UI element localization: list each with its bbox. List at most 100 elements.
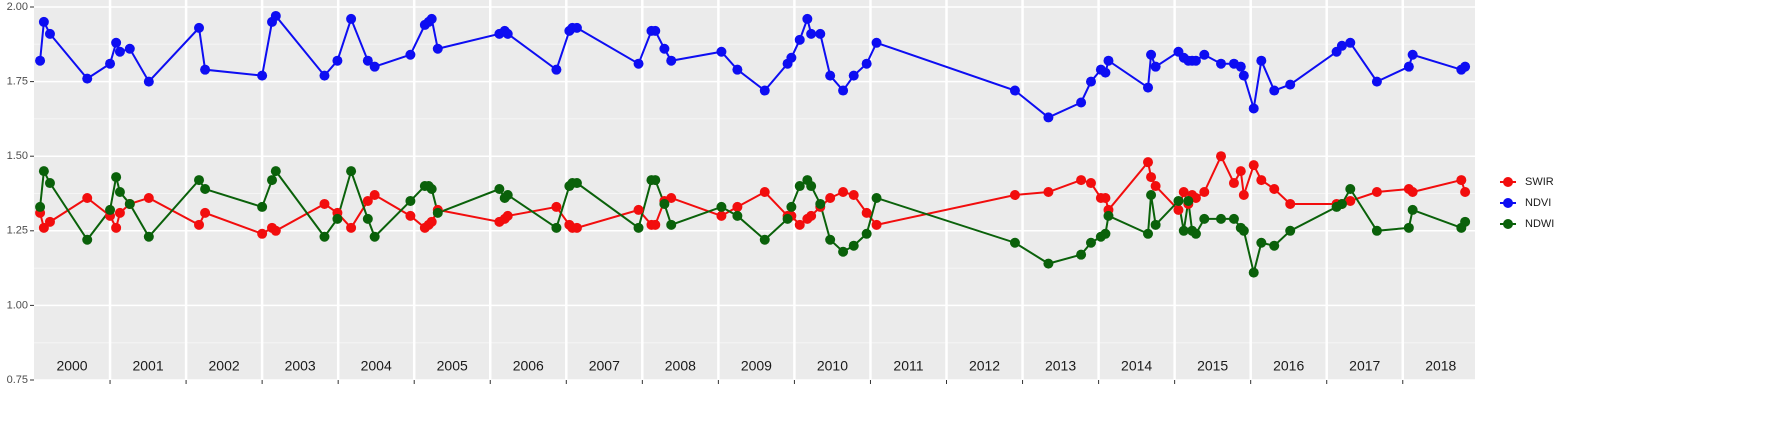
point (200, 64, 211, 75)
point (1407, 204, 1418, 215)
point (1103, 210, 1114, 221)
point (806, 28, 817, 39)
point (1143, 82, 1154, 93)
point (1336, 198, 1347, 209)
point (257, 201, 268, 212)
point (782, 213, 793, 224)
point (1248, 103, 1259, 114)
point (1371, 76, 1382, 87)
point (1216, 58, 1227, 69)
point (1150, 61, 1161, 72)
point (1143, 228, 1154, 239)
point (861, 58, 872, 69)
year-label: 2005 (437, 358, 468, 374)
year-label: 2013 (1045, 358, 1076, 374)
point (362, 55, 373, 66)
point (200, 184, 211, 195)
point (1238, 189, 1249, 200)
point (257, 70, 268, 81)
point (1216, 213, 1227, 224)
point (716, 201, 727, 212)
point (815, 28, 826, 39)
year-label: 2003 (285, 358, 316, 374)
point (633, 58, 644, 69)
year-label: 2010 (817, 358, 848, 374)
y-tick-label: 1.25 (7, 225, 28, 237)
point (1456, 175, 1467, 186)
point (659, 198, 670, 209)
point (1371, 187, 1382, 198)
point (1150, 219, 1161, 230)
point (1345, 37, 1356, 48)
point (650, 219, 661, 230)
point (1173, 195, 1184, 206)
point (114, 207, 125, 218)
point (1238, 70, 1249, 81)
point (838, 187, 849, 198)
legend-key (1503, 219, 1513, 229)
point (802, 13, 813, 24)
point (794, 181, 805, 192)
point (1009, 237, 1020, 248)
point (759, 234, 770, 245)
year-label: 2007 (589, 358, 620, 374)
point (871, 219, 882, 230)
point (551, 201, 562, 212)
point (1146, 172, 1157, 183)
point (346, 166, 357, 177)
legend-label: SWIR (1525, 176, 1554, 188)
point (1216, 151, 1227, 162)
point (346, 222, 357, 233)
series-line (39, 153, 1467, 235)
point (105, 204, 116, 215)
point (1228, 213, 1239, 224)
point (1407, 187, 1418, 198)
point (732, 201, 743, 212)
point (143, 76, 154, 87)
point (426, 13, 437, 24)
point (1146, 189, 1157, 200)
point (1371, 225, 1382, 236)
point (502, 28, 513, 39)
point (650, 175, 661, 186)
point (1403, 61, 1414, 72)
point (806, 181, 817, 192)
point (1085, 178, 1096, 189)
point (105, 58, 116, 69)
point (1103, 55, 1114, 66)
point (1085, 237, 1096, 248)
point (666, 192, 677, 203)
point (1460, 216, 1471, 227)
point (571, 178, 582, 189)
point (494, 184, 505, 195)
point (1178, 187, 1189, 198)
point (369, 61, 380, 72)
point (1269, 240, 1280, 251)
point (861, 207, 872, 218)
point (551, 64, 562, 75)
point (825, 192, 836, 203)
year-label: 2017 (1349, 358, 1380, 374)
point (815, 198, 826, 209)
legend-label: NDWI (1525, 218, 1554, 230)
point (871, 37, 882, 48)
point (35, 201, 46, 212)
point (825, 234, 836, 245)
point (432, 207, 443, 218)
point (650, 25, 661, 36)
point (346, 13, 357, 24)
point (1256, 237, 1267, 248)
legend-label: NDVI (1525, 197, 1551, 209)
point (1199, 187, 1210, 198)
point (1085, 76, 1096, 87)
point (1460, 187, 1471, 198)
point (1256, 55, 1267, 66)
point (666, 219, 677, 230)
point (1100, 67, 1111, 78)
year-label: 2008 (665, 358, 696, 374)
point (38, 16, 49, 27)
point (1173, 204, 1184, 215)
point (1043, 112, 1054, 123)
point (633, 204, 644, 215)
